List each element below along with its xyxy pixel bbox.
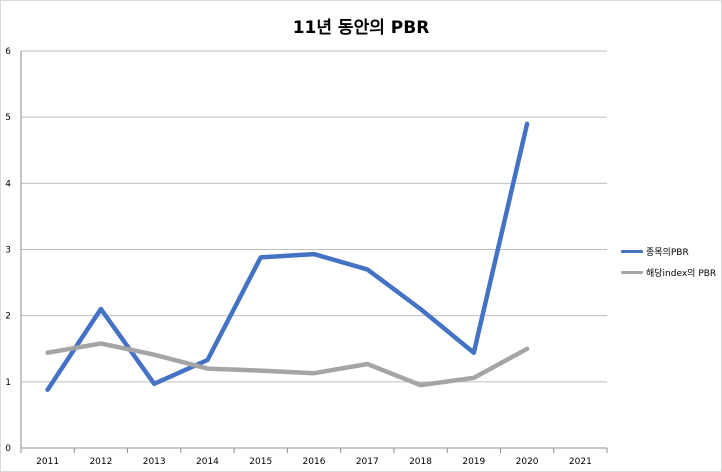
legend-item-stock-pbr: 종목의PBR (621, 241, 716, 262)
y-tick-label-2: 2 (5, 312, 11, 322)
chart-title: 11년 동안의 PBR (292, 18, 430, 38)
x-tick-label-2020: 2020 (516, 457, 539, 467)
x-tick-label-2018: 2018 (409, 457, 432, 467)
x-tick-label-2014: 2014 (196, 457, 219, 467)
x-tick-label-2011: 2011 (36, 457, 59, 467)
x-tick-label-2017: 2017 (356, 457, 379, 467)
x-tick-label-2021: 2021 (569, 457, 592, 467)
legend-swatch-stock-pbr (621, 250, 643, 253)
y-tick-label-3: 3 (5, 246, 11, 256)
y-tick-label-4: 4 (5, 179, 11, 189)
series-line-0 (45, 121, 530, 393)
legend-item-index-pbr: 해당index의 PBR (621, 262, 716, 283)
x-tick-label-2012: 2012 (89, 457, 112, 467)
x-tick-label-2015: 2015 (249, 457, 272, 467)
legend: 종목의PBR 해당index의 PBR (621, 241, 716, 283)
legend-label-stock-pbr: 종목의PBR (646, 248, 689, 258)
legend-label-index-pbr: 해당index의 PBR (646, 269, 717, 279)
y-tick-label-1: 1 (5, 378, 11, 388)
y-tick-label-5: 5 (5, 113, 11, 123)
x-tick-label-2016: 2016 (303, 457, 326, 467)
y-tick-label-0: 0 (5, 444, 11, 454)
series-line-1 (45, 341, 530, 388)
x-tick-label-2013: 2013 (143, 457, 166, 467)
legend-swatch-index-pbr (621, 271, 643, 274)
x-tick-label-2019: 2019 (462, 457, 485, 467)
y-tick-label-6: 6 (5, 47, 11, 57)
